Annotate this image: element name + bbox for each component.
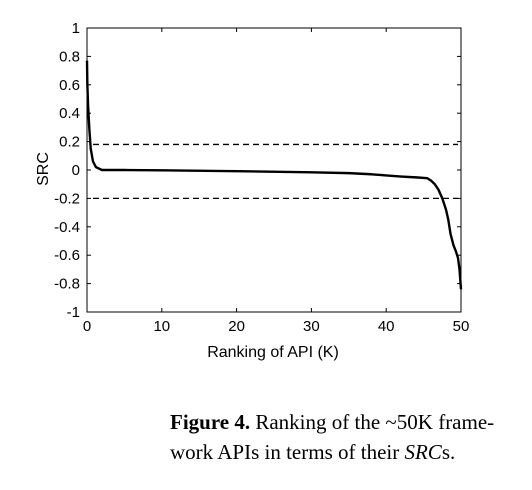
y-tick-label: 0.4 <box>59 105 80 122</box>
caption-label: Figure 4. <box>170 410 251 434</box>
figure-caption: Figure 4. Ranking of the ~50K frame-work… <box>170 407 515 467</box>
y-tick-label: -0.2 <box>54 190 80 207</box>
y-tick-label: -0.4 <box>54 219 80 236</box>
caption-emph: SRC <box>404 440 442 464</box>
src-ranking-chart: 0 10 20 30 40 50 1 0.8 0.6 0.4 0.2 0 -0.2 -0.4 -0.6 -0.… <box>35 20 470 361</box>
x-tick-label: 30 <box>303 318 320 335</box>
x-tick-label: 10 <box>153 318 170 335</box>
y-tick-label: 1 <box>72 20 80 37</box>
y-tick-label: 0.8 <box>59 48 80 65</box>
y-tick-label: 0.6 <box>59 77 80 94</box>
y-tick-label: 0.2 <box>59 134 80 151</box>
x-tick-label: 0 <box>83 318 91 335</box>
caption-text: Ranking of the ~50K frame-work APIs in t… <box>170 410 495 464</box>
y-tick-label: -0.8 <box>54 276 80 293</box>
src-curve <box>85 60 463 290</box>
y-tick-label: -0.6 <box>54 247 80 264</box>
x-tick-label: 20 <box>228 318 245 335</box>
y-tick-label: 0 <box>72 162 80 179</box>
y-tick-label: -1 <box>67 304 80 321</box>
x-axis-label: Ranking of API (K) <box>207 344 339 361</box>
x-tick-label: 40 <box>378 318 395 335</box>
caption-tail: s. <box>441 440 456 464</box>
x-tick-label: 50 <box>453 318 470 335</box>
y-axis-label: SRC <box>35 152 52 186</box>
